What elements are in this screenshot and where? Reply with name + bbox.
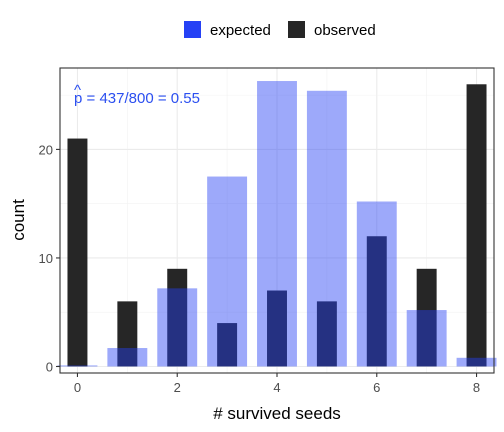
legend-label-expected: expected xyxy=(210,22,271,39)
bar-expected-6 xyxy=(356,201,397,367)
p-hat-symbol: p xyxy=(74,90,82,107)
y-tick-label: 0 xyxy=(46,359,53,374)
bar-observed-5 xyxy=(316,301,337,367)
legend-swatch-observed xyxy=(288,21,305,38)
bar-expected-1 xyxy=(107,348,148,367)
x-tick-label: 6 xyxy=(373,380,380,395)
legend-label-observed: observed xyxy=(314,22,376,39)
p-hat-hat: ^ xyxy=(74,82,81,99)
y-axis: 0 10 20 xyxy=(39,142,60,374)
bar-observed-2 xyxy=(167,268,188,367)
bar-observed-4 xyxy=(267,290,287,367)
bar-expected-7 xyxy=(406,310,447,367)
x-tick-label: 2 xyxy=(174,380,181,395)
bar-observed-1 xyxy=(117,301,138,367)
bar-observed-3 xyxy=(217,323,238,367)
bar-expected-4 xyxy=(257,81,297,367)
bar-observed-8 xyxy=(466,84,487,367)
bar-expected-8 xyxy=(456,357,497,367)
x-tick-label: 4 xyxy=(273,380,280,395)
legend: expected observed xyxy=(184,21,376,39)
bar-observed-6 xyxy=(366,236,387,367)
y-tick-label: 10 xyxy=(39,251,53,266)
bars xyxy=(57,81,497,367)
y-axis-title: count xyxy=(9,199,28,241)
p-hat-annotation: p = 437/800 = 0.55 xyxy=(74,90,200,107)
x-axis: 0 2 4 6 8 xyxy=(74,373,480,395)
x-tick-label: 0 xyxy=(74,380,81,395)
bar-observed-0 xyxy=(67,138,88,367)
bar-expected-2 xyxy=(157,288,198,367)
y-tick-label: 20 xyxy=(39,142,53,157)
bar-expected-0 xyxy=(57,365,98,367)
bar-expected-3 xyxy=(207,176,248,367)
x-tick-label: 8 xyxy=(473,380,480,395)
p-hat-value: = 437/800 = 0.55 xyxy=(82,90,200,107)
legend-swatch-expected xyxy=(184,21,201,38)
bar-observed-7 xyxy=(416,268,437,367)
bar-expected-5 xyxy=(306,90,347,367)
x-axis-title: # survived seeds xyxy=(213,404,341,423)
